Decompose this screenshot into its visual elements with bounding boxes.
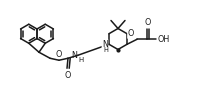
Text: O: O: [145, 18, 151, 27]
Text: N: N: [102, 40, 108, 49]
Text: O: O: [56, 50, 62, 59]
Text: OH: OH: [157, 35, 169, 44]
Text: O: O: [128, 29, 134, 38]
Text: H: H: [103, 47, 108, 53]
Text: O: O: [65, 71, 71, 80]
Text: H: H: [78, 57, 84, 63]
Text: N: N: [72, 51, 78, 60]
